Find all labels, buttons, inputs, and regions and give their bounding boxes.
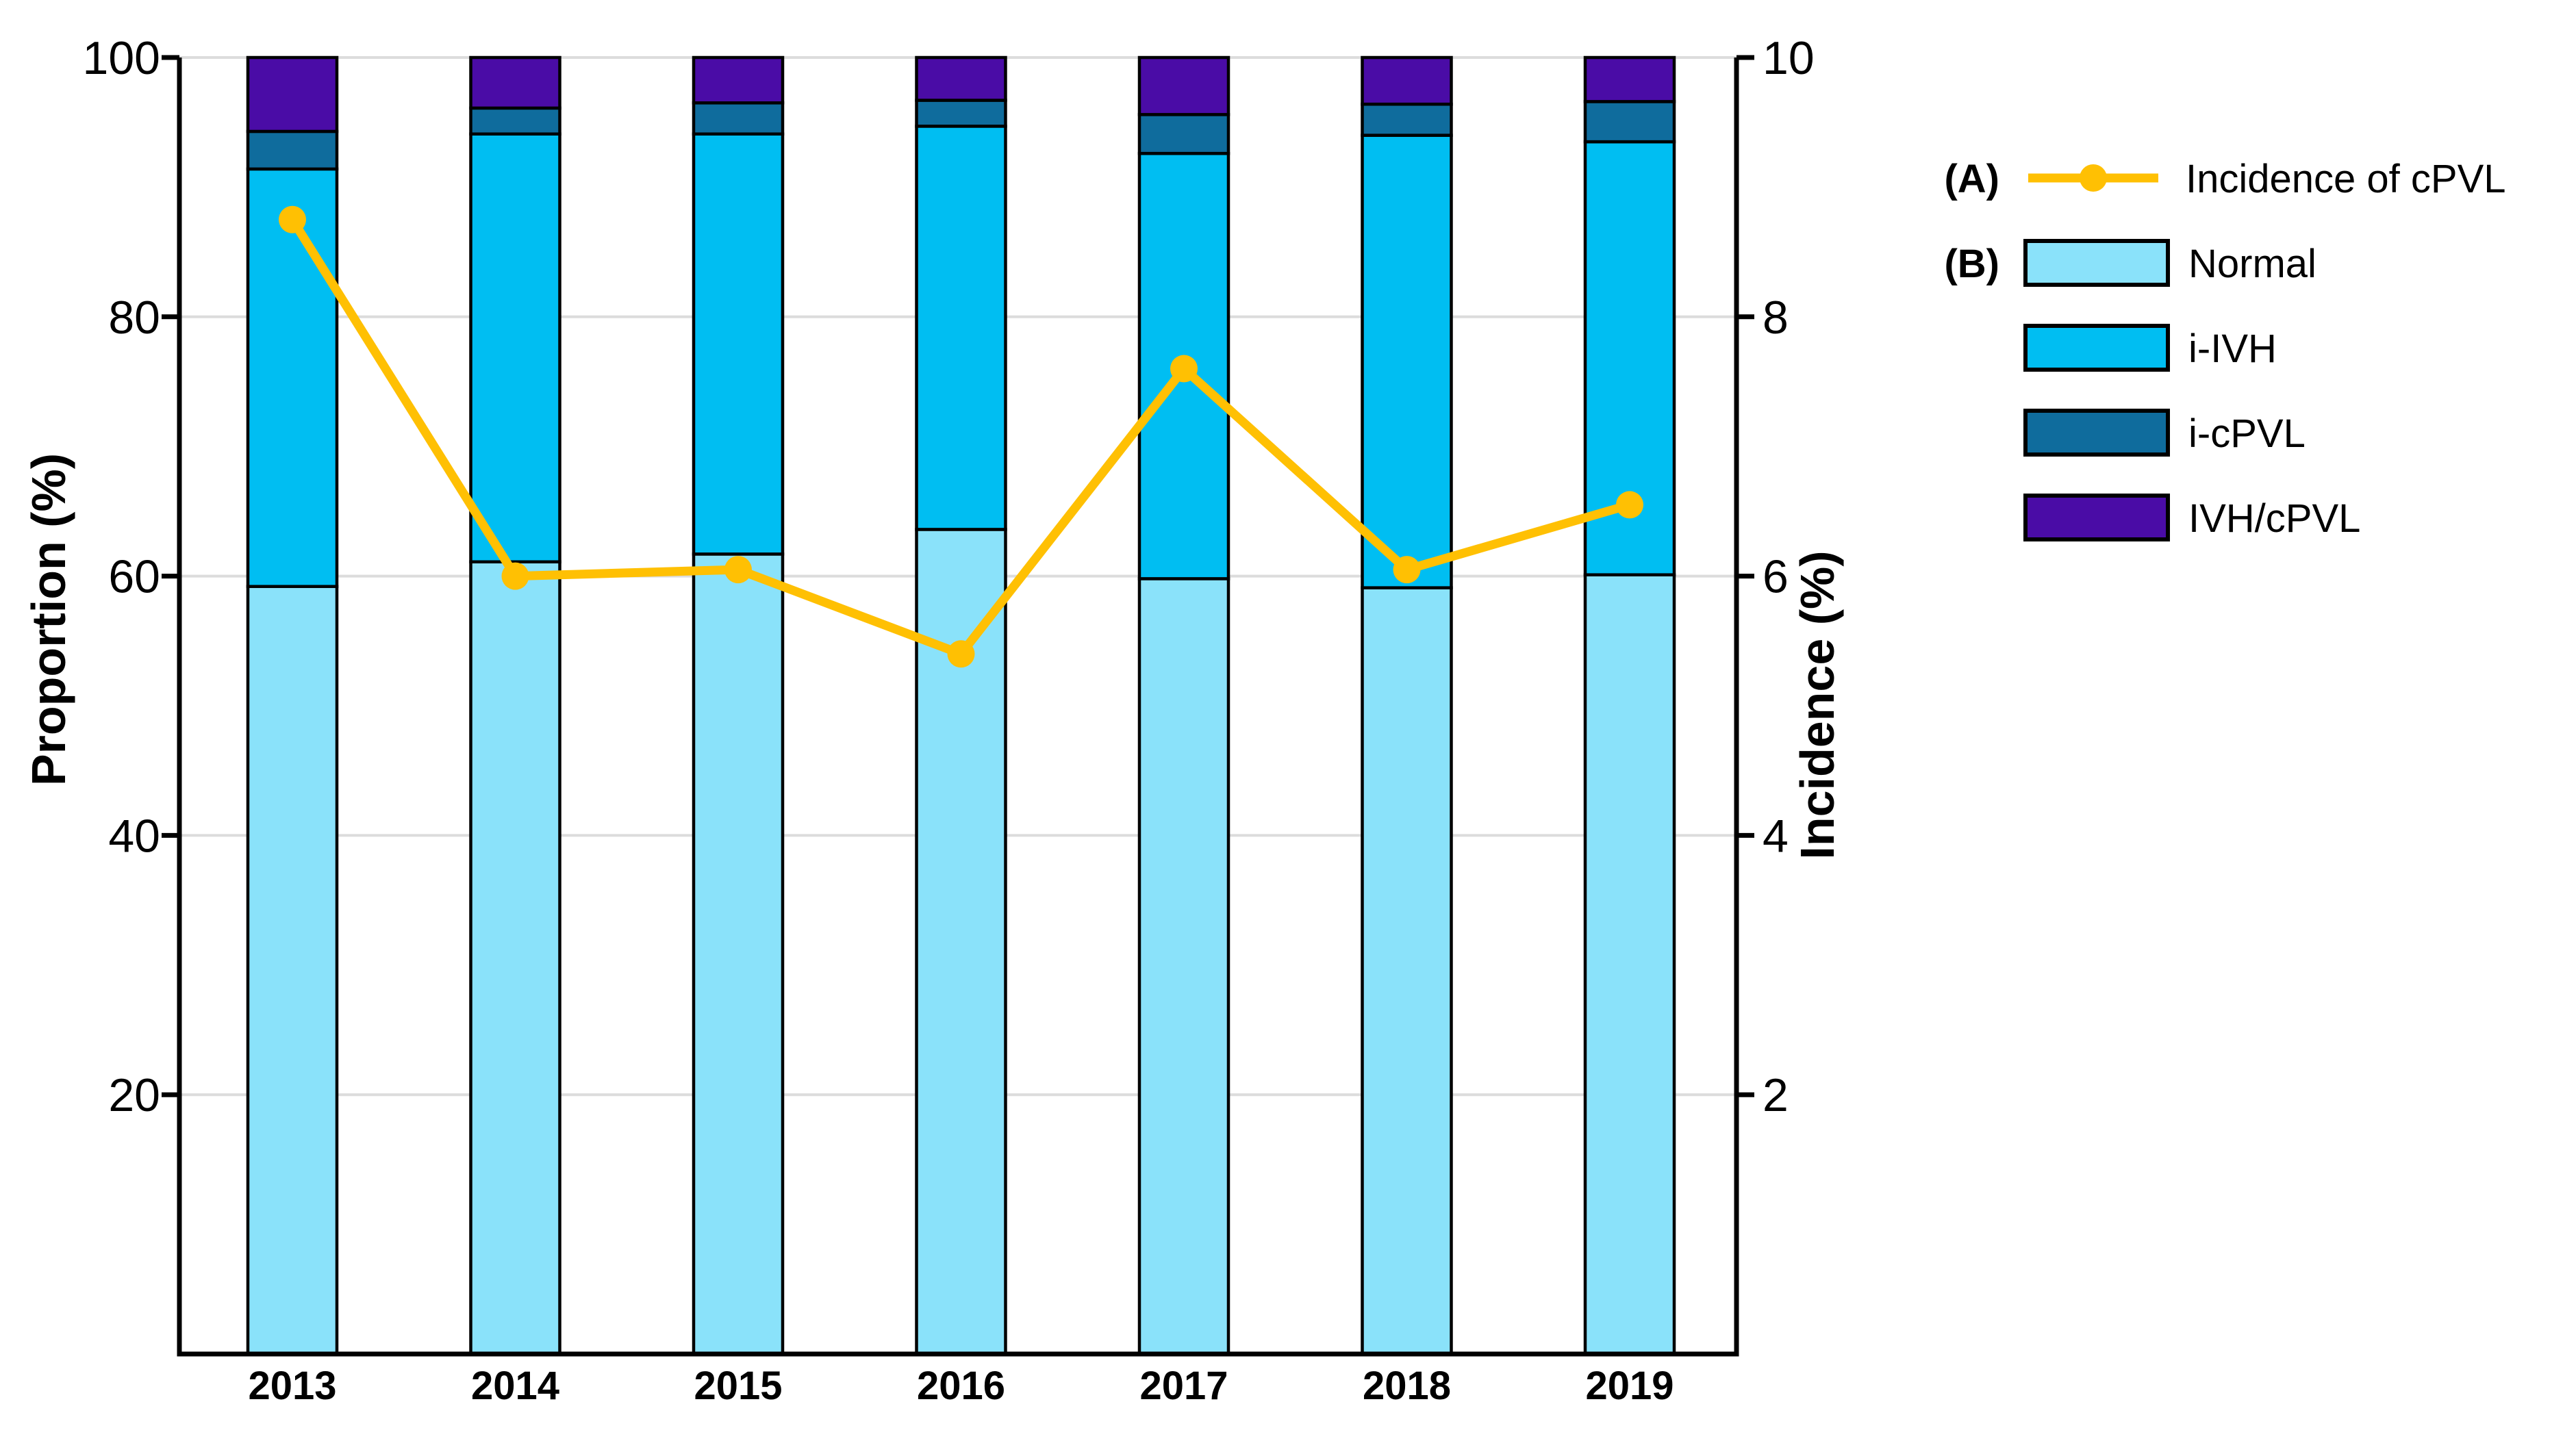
bar-stack-2019: [1583, 55, 1676, 1356]
legend-swatch-normal: [2023, 239, 2170, 287]
bar-stack-2014: [469, 55, 561, 1356]
bar-stack-2018: [1361, 55, 1453, 1356]
bar-segment-2018-IVH/cPVL: [1361, 55, 1453, 106]
bar-segment-2018-Normal: [1361, 586, 1453, 1356]
bar-segment-2019-IVH/cPVL: [1583, 55, 1676, 103]
bar-segment-2018-i-IVH: [1361, 133, 1453, 589]
bar-segment-2015-Normal: [692, 552, 785, 1356]
right-tick-label-2: 2: [1763, 1069, 1789, 1121]
bar-stack-2016: [915, 55, 1007, 1356]
incidence-point-2017: [1170, 355, 1198, 383]
x-label-2018: 2018: [1363, 1364, 1451, 1408]
left-tick-label-60: 60: [108, 551, 160, 603]
right-tick-label-10: 10: [1763, 32, 1815, 84]
left-axis-title: Proportion (%): [22, 453, 75, 786]
incidence-point-2013: [279, 205, 306, 233]
bar-segment-2014-i-cPVL: [469, 106, 561, 136]
legend-swatch-i-ivh: [2023, 324, 2170, 372]
incidence-point-2015: [724, 556, 752, 584]
legend-label-incidence: Incidence of cPVL: [2186, 157, 2506, 201]
bar-segment-2016-i-IVH: [915, 125, 1007, 531]
bar-segment-2013-Normal: [246, 585, 339, 1356]
incidence-point-2016: [947, 640, 975, 668]
legend-label-normal: Normal: [2188, 242, 2316, 286]
bar-segment-2013-i-IVH: [246, 167, 339, 589]
bar-segment-2016-IVH/cPVL: [915, 55, 1007, 102]
bar-segment-2014-i-IVH: [469, 132, 561, 564]
legend-panel-b-label: (B): [1944, 242, 1999, 286]
right-tick-label-6: 6: [1763, 551, 1789, 603]
bar-segment-2018-i-cPVL: [1361, 102, 1453, 137]
legend-panel-a-label: (A): [1944, 157, 1999, 201]
bar-segment-2014-Normal: [469, 560, 561, 1356]
bar-segment-2017-IVH/cPVL: [1137, 55, 1230, 116]
bar-segment-2013-IVH/cPVL: [246, 55, 339, 133]
axes-layer: 20 40 60 80 100 2 4 6 8 10: [83, 32, 1815, 1357]
legend-label-i-ivh: i-IVH: [2188, 327, 2277, 371]
legend-swatch-i-cpvl: [2023, 409, 2170, 457]
bar-segment-2013-i-cPVL: [246, 129, 339, 171]
bar-stack-2015: [692, 55, 785, 1356]
bar-stack-2013: [246, 55, 339, 1356]
legend-line-marker-icon: [2080, 164, 2107, 192]
legend-label-ivh-cpvl: IVH/cPVL: [2188, 496, 2360, 541]
legend: (A) Incidence of cPVL (B) Normal i-IVH i…: [1944, 157, 2506, 541]
bar-segment-2015-i-IVH: [692, 132, 785, 556]
left-tick-label-80: 80: [108, 292, 160, 344]
x-label-2016: 2016: [917, 1364, 1005, 1408]
x-label-2013: 2013: [248, 1364, 336, 1408]
incidence-point-2018: [1393, 556, 1421, 584]
x-label-2015: 2015: [694, 1364, 782, 1408]
incidence-point-2014: [501, 562, 529, 590]
legend-swatch-ivh-cpvl: [2023, 494, 2170, 541]
right-axis-title: Incidence (%): [1791, 550, 1844, 859]
bar-segment-2016-i-cPVL: [915, 99, 1007, 128]
bar-segment-2017-i-cPVL: [1137, 113, 1230, 155]
legend-label-i-cpvl: i-cPVL: [2188, 411, 2306, 456]
x-axis-labels-layer: 2013 2014 2015 2016 2017 2018 2019: [248, 1364, 1674, 1408]
left-tick-label-100: 100: [83, 32, 160, 84]
bar-segment-2019-i-cPVL: [1583, 100, 1676, 144]
incidence-point-2019: [1616, 491, 1643, 519]
bar-segment-2019-Normal: [1583, 573, 1676, 1356]
x-label-2017: 2017: [1139, 1364, 1228, 1408]
right-tick-label-4: 4: [1763, 810, 1789, 862]
x-label-2014: 2014: [471, 1364, 559, 1408]
stacked-bars-layer: [246, 55, 1676, 1356]
right-tick-label-8: 8: [1763, 292, 1789, 344]
bar-segment-2015-IVH/cPVL: [692, 55, 785, 105]
left-tick-label-40: 40: [108, 810, 160, 862]
bar-segment-2017-Normal: [1137, 577, 1230, 1356]
x-label-2019: 2019: [1585, 1364, 1674, 1408]
bar-stack-2017: [1137, 55, 1230, 1356]
left-tick-label-20: 20: [108, 1069, 160, 1121]
bar-segment-2015-i-cPVL: [692, 101, 785, 136]
bar-segment-2014-IVH/cPVL: [469, 55, 561, 110]
incidence-line-layer: [279, 205, 1643, 668]
